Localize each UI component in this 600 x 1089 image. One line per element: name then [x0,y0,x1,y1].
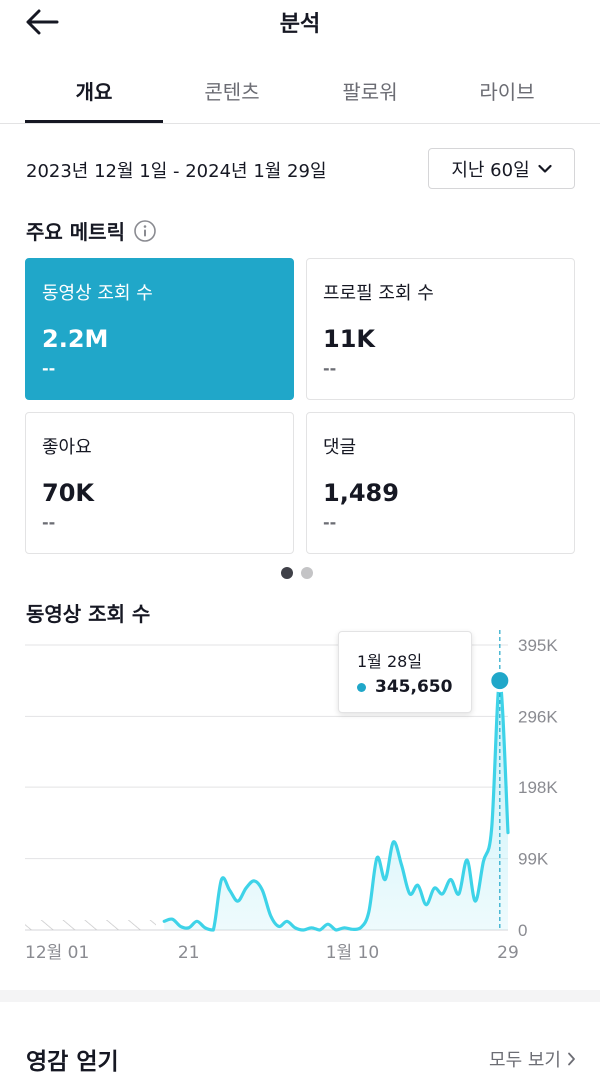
series-area [164,680,508,930]
metric-label: 프로필 조회 수 [323,283,434,304]
chart-title: 동영상 조회 수 [26,602,151,626]
no-data-range [25,920,156,930]
metrics-section-title: 주요 메트릭 [26,216,157,245]
inspiration-title: 영감 얻기 [26,1049,119,1075]
y-tick-label: 0 [518,921,527,940]
y-tick-label: 296K [518,707,558,726]
back-button[interactable] [22,4,62,40]
metric-card-likes[interactable]: 좋아요 70K -- [25,412,294,554]
chevron-down-icon [538,164,552,173]
y-tick-label: 99K [518,850,549,869]
header: 분석 [0,0,600,44]
see-all-link[interactable]: 모두 보기 [489,1046,576,1072]
x-tick-label: 29 [497,943,519,963]
highlight-point [488,669,512,693]
tab-followers[interactable]: 팔로워 [342,80,398,104]
tooltip-value: 345,650 [357,677,452,697]
chart-tooltip: 1월 28일 345,650 [338,631,472,713]
tab-bar: 개요 콘텐츠 팔로워 라이브 [0,62,600,124]
metric-value: 70K [42,479,94,507]
tab-content[interactable]: 콘텐츠 [204,80,260,104]
see-all-label: 모두 보기 [489,1050,561,1071]
period-dropdown[interactable]: 지난 60일 [428,148,575,189]
x-tick-label: 1월 10 [326,943,380,963]
metric-value: 11K [323,325,375,353]
metric-delta: -- [323,359,337,378]
chevron-right-icon [568,1052,575,1066]
date-range-text: 2023년 12월 1일 - 2024년 1월 29일 [26,161,327,182]
y-tick-label: 395K [518,636,558,655]
video-views-chart[interactable]: 0 99K 198K 296K 395K 12월 01 21 1월 10 29 [0,630,600,970]
metric-delta: -- [42,513,56,532]
metric-delta: -- [323,513,337,532]
active-tab-indicator [25,120,163,123]
metric-delta: -- [42,359,56,378]
y-tick-label: 198K [518,778,558,797]
tab-live[interactable]: 라이브 [479,80,535,104]
tooltip-date: 1월 28일 [357,652,423,671]
pager-dot[interactable] [281,567,293,579]
metric-value: 1,489 [323,479,399,507]
tooltip-value-text: 345,650 [375,677,453,697]
page-title: 분석 [279,12,321,37]
metric-label: 좋아요 [42,437,92,458]
metrics-title: 주요 메트릭 [26,220,125,244]
metric-value: 2.2M [42,325,109,353]
carousel-pager [281,567,313,579]
x-tick-label: 12월 01 [25,943,89,963]
period-label: 지난 60일 [451,159,530,181]
chart-svg: 0 99K 198K 296K 395K 12월 01 21 1월 10 29 [25,630,558,963]
pager-dot[interactable] [301,567,313,579]
metric-card-comments[interactable]: 댓글 1,489 -- [306,412,575,554]
section-divider [0,990,600,1002]
metric-card-profile-views[interactable]: 프로필 조회 수 11K -- [306,258,575,400]
metric-card-video-views[interactable]: 동영상 조회 수 2.2M -- [25,258,294,400]
metric-label: 댓글 [323,437,357,458]
metric-label: 동영상 조회 수 [42,283,153,304]
arrow-left-icon [26,9,59,35]
series-line [162,678,510,932]
x-tick-label: 21 [178,943,200,963]
info-icon[interactable] [133,219,157,243]
series-dot [357,682,366,692]
tab-overview[interactable]: 개요 [75,80,113,104]
